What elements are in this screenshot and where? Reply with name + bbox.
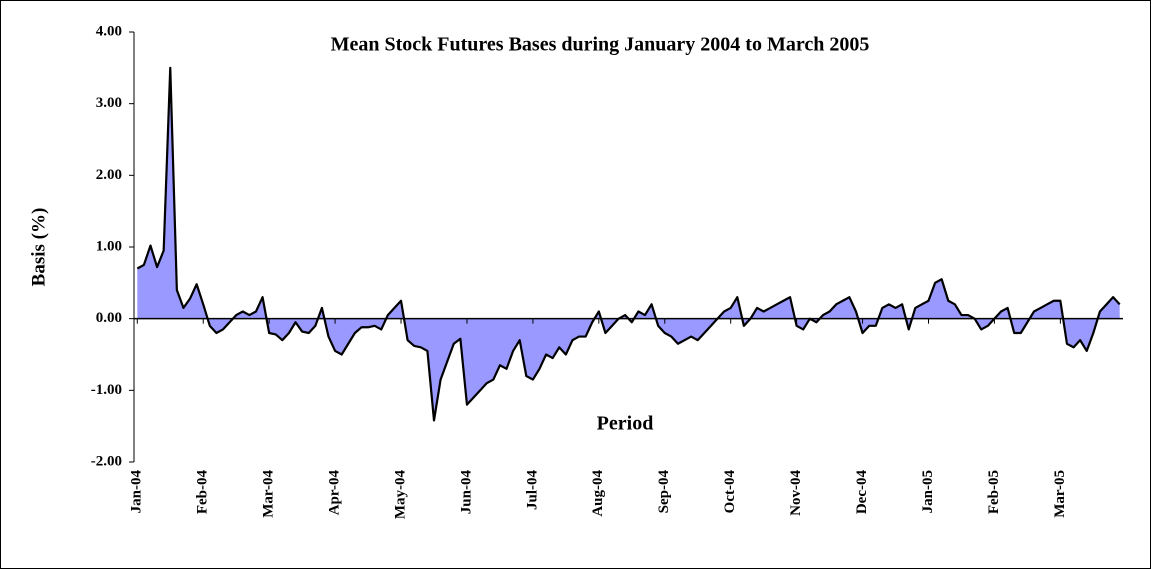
x-tick-label: Jan-05	[920, 470, 936, 513]
x-tick-label: Apr-04	[327, 470, 343, 516]
x-tick-label: Mar-04	[261, 470, 277, 518]
x-tick-label: Jun-04	[458, 470, 474, 515]
y-tick-label: -2.00	[91, 453, 122, 469]
annotation: Period	[597, 413, 654, 435]
y-tick-label: 3.00	[96, 95, 122, 111]
y-tick-label: 2.00	[96, 167, 122, 183]
x-tick-label: Feb-05	[986, 470, 1002, 514]
x-tick-label: Oct-04	[722, 470, 738, 514]
x-tick-label: Jan-04	[129, 470, 145, 514]
x-tick-label: Feb-04	[195, 470, 211, 515]
x-tick-label: Aug-04	[590, 470, 606, 517]
x-tick-label: Dec-04	[854, 470, 870, 515]
x-tick-label: Nov-04	[788, 470, 804, 516]
chart-title: Mean Stock Futures Bases during January …	[331, 34, 870, 56]
y-tick-label: 4.00	[96, 23, 122, 39]
x-tick-label: Jul-04	[524, 470, 540, 511]
x-tick-label: Sep-04	[656, 470, 672, 514]
y-tick-label: -1.00	[91, 382, 122, 398]
x-tick-label: Mar-05	[1052, 470, 1068, 518]
y-tick-label: 0.00	[96, 310, 122, 326]
y-axis-label: Basis (%)	[28, 208, 49, 287]
x-tick-label: May-04	[392, 470, 408, 520]
y-tick-label: 1.00	[96, 238, 122, 254]
